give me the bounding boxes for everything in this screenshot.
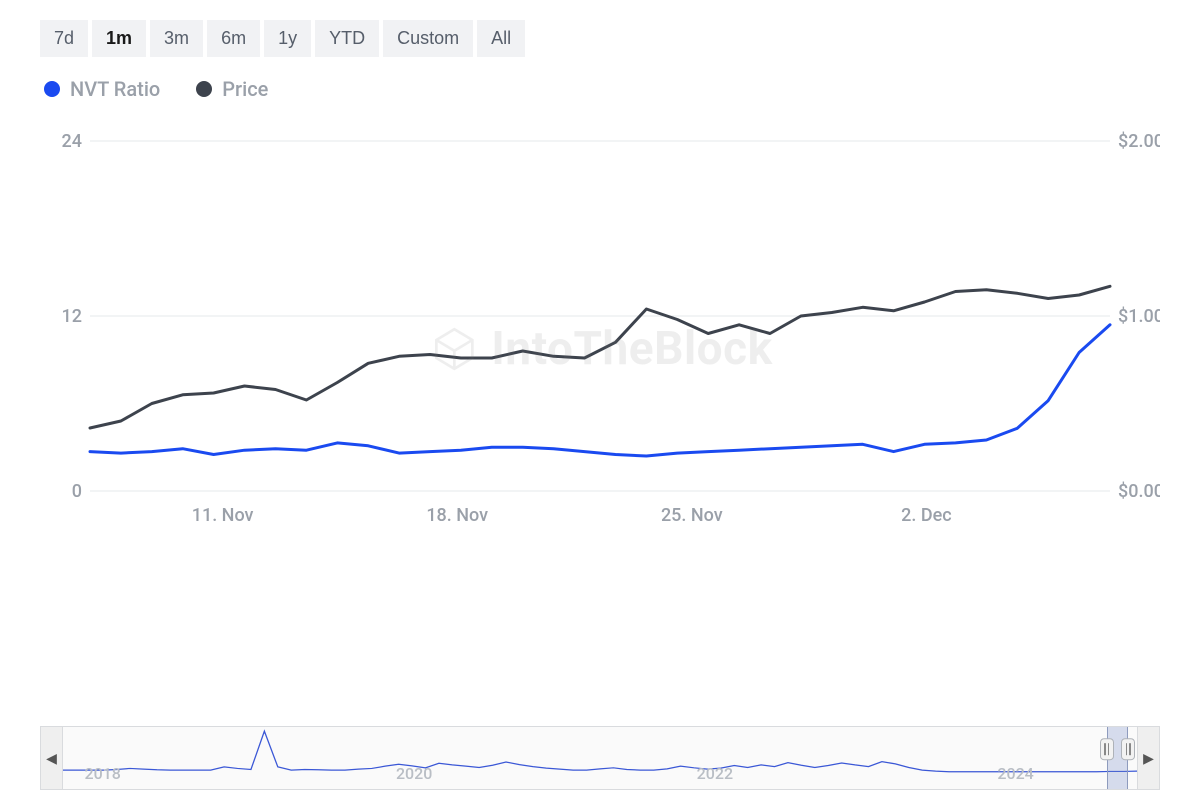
nav-year-label: 2024 [997,764,1033,783]
range-selector: 7d1m3m6m1yYTDCustomAll [40,20,1160,57]
range-1m-button[interactable]: 1m [92,20,146,57]
range-all-button[interactable]: All [477,20,525,57]
svg-text:2. Dec: 2. Dec [901,505,952,526]
svg-text:$0.00: $0.00 [1118,481,1160,502]
legend-item-price[interactable]: Price [196,77,268,101]
legend-label: NVT Ratio [70,77,160,101]
nav-scroll-left-button[interactable]: ◀ [41,727,63,789]
svg-text:18. Nov: 18. Nov [426,505,488,526]
svg-text:25. Nov: 25. Nov [661,505,723,526]
navigator: ◀ 2018 2020 2022 2024 ▶ [40,726,1160,790]
nav-scroll-right-button[interactable]: ▶ [1137,727,1159,789]
range-3m-button[interactable]: 3m [150,20,203,57]
legend-dot-icon [44,81,60,97]
legend-label: Price [222,77,268,101]
svg-text:$1.00: $1.00 [1118,306,1160,327]
svg-text:0: 0 [72,481,82,502]
range-6m-button[interactable]: 6m [207,20,260,57]
range-custom-button[interactable]: Custom [383,20,473,57]
navigator-body[interactable]: 2018 2020 2022 2024 [63,727,1137,789]
nav-handle-left[interactable] [1100,738,1114,760]
svg-text:24: 24 [62,131,82,152]
nav-year-label: 2020 [396,764,432,783]
chart-svg: 0 12 24 $0.00 $1.00 $2.00 11. Nov 18. Nov 25. No… [40,131,1160,541]
svg-text:12: 12 [62,306,82,327]
svg-text:$2.00: $2.00 [1118,131,1160,152]
range-ytd-button[interactable]: YTD [315,20,379,57]
nav-year-label: 2022 [697,764,733,783]
range-1y-button[interactable]: 1y [264,20,311,57]
svg-text:11. Nov: 11. Nov [192,505,254,526]
nav-handle-right[interactable] [1121,738,1135,760]
navigator-sparkline [63,727,1137,789]
legend-item-nvt-ratio[interactable]: NVT Ratio [44,77,160,101]
range-7d-button[interactable]: 7d [40,20,88,57]
nav-year-label: 2018 [84,764,120,783]
main-chart: IntoTheBlock 01224$0.00$1.00$2.0011. Nov… [40,131,1160,704]
legend-dot-icon [196,81,212,97]
chart-legend: NVT Ratio Price [40,77,1160,101]
